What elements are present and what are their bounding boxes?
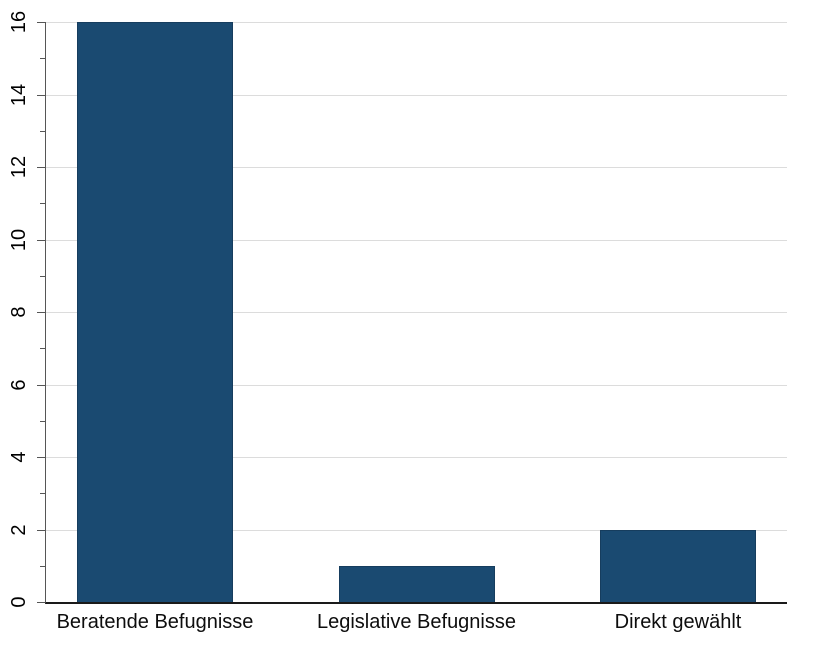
y-tick-minor bbox=[40, 420, 45, 422]
bar-legislative-befugnisse bbox=[338, 565, 495, 602]
y-tick-label: 4 bbox=[8, 451, 30, 463]
y-tick-major bbox=[37, 312, 45, 313]
gridline bbox=[46, 384, 787, 386]
y-tick-major bbox=[37, 384, 45, 386]
y-tick-minor bbox=[40, 58, 45, 60]
y-tick-label: 12 bbox=[8, 155, 30, 179]
y-tick-label: 16 bbox=[8, 10, 30, 34]
y-tick-label: 0 bbox=[8, 596, 30, 608]
y-tick-minor bbox=[40, 130, 45, 132]
y-tick-major bbox=[37, 239, 45, 241]
y-tick-minor bbox=[40, 493, 45, 495]
y-tick-major bbox=[37, 167, 45, 168]
y-tick-major bbox=[37, 22, 45, 23]
y-tick-major bbox=[37, 457, 45, 458]
y-tick-major bbox=[37, 529, 45, 531]
bar-direkt-gewaehlt bbox=[600, 529, 756, 602]
y-tick-minor bbox=[40, 348, 45, 350]
y-tick-major bbox=[37, 602, 45, 603]
gridline bbox=[46, 22, 787, 23]
y-tick-label: 8 bbox=[8, 306, 30, 318]
gridline bbox=[46, 239, 787, 241]
y-tick-minor bbox=[40, 565, 45, 567]
y-tick-major bbox=[37, 94, 45, 96]
y-tick-minor bbox=[40, 275, 45, 277]
bar-beratende-befugnisse bbox=[77, 22, 233, 602]
x-category-label: Beratende Befugnisse bbox=[56, 611, 254, 633]
gridline bbox=[46, 167, 787, 168]
y-tick-label: 6 bbox=[8, 378, 30, 391]
gridline bbox=[46, 529, 787, 531]
x-category-label: Direkt gewählt bbox=[614, 611, 742, 633]
y-tick-label: 10 bbox=[8, 228, 30, 251]
plot-area: 0 2 4 6 8 10 12 14 16 Beratende Befugnisse Legisla… bbox=[8, 11, 787, 633]
y-tick-label: 2 bbox=[8, 523, 30, 536]
y-tick-minor bbox=[40, 203, 45, 205]
x-category-label: Legislative Befugnisse bbox=[316, 611, 516, 633]
y-tick-label: 14 bbox=[8, 83, 30, 106]
gridline bbox=[46, 312, 787, 313]
gridline bbox=[46, 457, 787, 458]
gridline bbox=[46, 94, 787, 96]
